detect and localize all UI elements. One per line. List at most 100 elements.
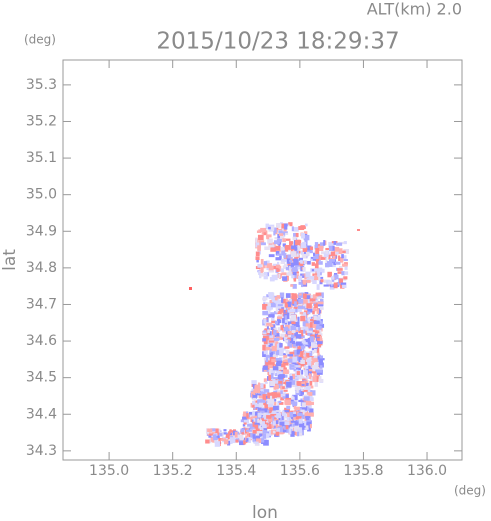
y-tick-label: 35.1: [26, 150, 57, 166]
echo: [275, 357, 282, 361]
echo: [257, 234, 264, 241]
echo: [274, 364, 278, 368]
chart-title: 2015/10/23 18:29:37: [156, 29, 399, 55]
echo: [221, 432, 227, 435]
echo: [341, 271, 345, 276]
echo: [305, 328, 309, 331]
echo: [291, 318, 297, 321]
echo: [261, 408, 268, 413]
echo: [265, 346, 271, 351]
echo: [319, 335, 323, 342]
echo: [294, 246, 298, 251]
echo: [308, 408, 314, 413]
echo: [292, 342, 298, 347]
echo: [271, 416, 275, 423]
y-tick-label: 34.8: [26, 260, 57, 276]
echo: [307, 426, 311, 432]
echo: [281, 223, 287, 229]
echo: [259, 420, 265, 426]
echo: [272, 265, 279, 270]
echo: [295, 334, 302, 339]
echo: [266, 316, 269, 323]
echo: [290, 325, 297, 331]
echo: [263, 318, 267, 324]
echo: [270, 225, 274, 230]
echo: [251, 418, 254, 424]
echo: [308, 275, 315, 280]
echo: [282, 322, 288, 325]
echo: [289, 259, 293, 263]
echo: [304, 396, 310, 401]
y-tick-label: 34.5: [26, 370, 57, 386]
echo: [262, 263, 266, 269]
echo: [263, 335, 269, 340]
echo: [297, 413, 303, 417]
echo: [301, 275, 305, 278]
echo: [262, 332, 267, 338]
echo: [285, 394, 289, 401]
echo: [298, 357, 302, 363]
echo: [287, 307, 292, 311]
echo: [252, 404, 255, 408]
echo: [277, 380, 283, 385]
echo: [213, 437, 218, 441]
echo: [307, 326, 313, 332]
radar-echoes: [189, 222, 360, 447]
echo: [275, 307, 279, 313]
echo: [290, 262, 295, 268]
echo: [260, 436, 263, 439]
echo: [282, 265, 288, 269]
echo: [279, 306, 286, 310]
echo: [263, 412, 268, 418]
echo: [252, 415, 258, 419]
echo: [300, 345, 306, 349]
echo: [338, 266, 343, 270]
y-tick-label: 35.3: [26, 77, 57, 93]
echo: [247, 437, 251, 441]
echo: [262, 433, 267, 439]
echo: [292, 356, 297, 363]
echo: [271, 352, 274, 355]
echo: [303, 342, 308, 345]
echo: [265, 357, 269, 363]
echo: [255, 256, 260, 261]
echo: [338, 255, 341, 261]
echo: [309, 246, 314, 250]
echo: [296, 371, 300, 376]
echo: [318, 333, 323, 336]
echo: [269, 299, 274, 304]
echo: [264, 404, 269, 410]
echo: [302, 389, 308, 392]
echo: [299, 390, 305, 397]
echo: [305, 366, 309, 370]
echo: [309, 424, 312, 429]
echo: [287, 351, 294, 357]
echo: [256, 431, 263, 434]
x-axis-label: lon: [252, 503, 278, 521]
echo: [282, 244, 287, 249]
echo: [317, 245, 324, 252]
echo: [271, 373, 274, 379]
echo: [343, 276, 348, 280]
echo: [257, 405, 262, 412]
echo: [313, 299, 318, 303]
echo: [273, 401, 277, 406]
echo: [318, 359, 323, 365]
echo: [286, 405, 291, 410]
echo: [295, 365, 301, 368]
echo: [319, 379, 324, 383]
echo: [284, 324, 290, 329]
echo: [246, 411, 249, 415]
echo: [342, 284, 347, 288]
echo: [258, 229, 262, 232]
echo: [273, 298, 280, 304]
x-tick-label: 135.8: [343, 463, 383, 479]
echo: [314, 244, 318, 250]
echo: [325, 247, 329, 251]
echo: [273, 398, 277, 402]
echo: [263, 433, 270, 439]
echo: [300, 351, 303, 357]
echo: [304, 223, 308, 227]
echo: [245, 426, 252, 430]
echo: [283, 374, 288, 378]
